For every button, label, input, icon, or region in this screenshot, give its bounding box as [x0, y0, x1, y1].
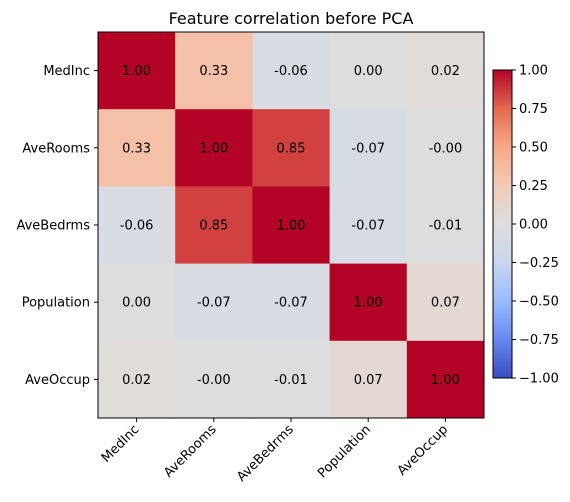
cell-value-label: -0.00 [197, 373, 231, 388]
heatmap-cell [175, 340, 253, 419]
heatmap-cell [406, 186, 485, 265]
cell-value-label: 0.07 [431, 296, 460, 311]
cell-value-label: -0.07 [197, 296, 231, 311]
cell-value-label: 0.00 [354, 64, 383, 79]
y-tick-label: AveOccup [25, 373, 90, 388]
cell-value-label: 1.00 [122, 64, 151, 79]
heatmap-cell [175, 109, 253, 187]
heatmap-cell [252, 340, 331, 419]
cell-value-label: -0.01 [429, 219, 463, 234]
cell-value-label: -0.01 [274, 373, 308, 388]
cell-value-label: 0.85 [277, 141, 306, 156]
heatmap-cell-labels: 1.00 0.33 -0.06 0.00 0.02 0.33 1.00 0.85 -0.07 -0… [120, 64, 462, 388]
colorbar-tick-label: 0.50 [519, 141, 548, 156]
heatmap-cell [252, 109, 331, 187]
heatmap-cell [406, 340, 485, 419]
heatmap-cell [329, 340, 408, 419]
heatmap-cell [329, 186, 408, 265]
cell-value-label: -0.06 [120, 219, 154, 234]
heatmap-cell [252, 263, 331, 342]
cell-value-label: 1.00 [354, 296, 383, 311]
heatmap-cell [252, 32, 331, 110]
colorbar-tick-label: 0.00 [519, 218, 548, 233]
heatmap-cell [98, 263, 176, 342]
cell-value-label: 1.00 [277, 219, 306, 234]
colorbar-tick-label: −0.50 [519, 295, 559, 310]
colorbar-gradient [493, 70, 512, 378]
heatmap-cell [175, 263, 253, 342]
chart-title: Feature correlation before PCA [169, 9, 414, 28]
cell-value-label: 0.07 [354, 373, 383, 388]
cell-value-label: -0.00 [429, 141, 463, 156]
heatmap-cell [98, 32, 176, 110]
colorbar-tick-label: 1.00 [519, 64, 548, 79]
colorbar-tick-label: −0.75 [519, 333, 559, 348]
heatmap-cell [406, 109, 485, 187]
cell-value-label: 1.00 [431, 373, 460, 388]
colorbar: 1.00 0.75 0.50 0.25 0.00 −0.25 −0.50 −0.75 −1.00 [492, 64, 559, 387]
x-axis-ticks: MedInc AveRooms AveBedrms Population AveOccu… [99, 418, 451, 485]
cell-value-label: 0.33 [199, 64, 228, 79]
heatmap-cell [406, 32, 485, 110]
y-axis-ticks: MedInc AveRooms AveBedrms Population AveOccu… [16, 64, 98, 388]
cell-value-label: 1.00 [199, 141, 228, 156]
heatmap-cell [175, 186, 253, 265]
colorbar-tick-label: 0.25 [519, 179, 548, 194]
cell-value-label: -0.07 [274, 296, 308, 311]
y-tick-label: Population [22, 296, 90, 311]
heatmap-cell [98, 109, 176, 187]
heatmap-cell [252, 186, 331, 265]
heatmap-cell [329, 32, 408, 110]
colorbar-tick-label: −1.00 [519, 372, 559, 387]
heatmap-cells [98, 32, 485, 419]
cell-value-label: -0.07 [351, 141, 385, 156]
y-tick-label: AveBedrms [16, 219, 90, 234]
colorbar-tick-label: 0.75 [519, 102, 548, 117]
heatmap-cell [329, 109, 408, 187]
heatmap-cell [329, 263, 408, 342]
x-tick-label: AveRooms [161, 422, 220, 481]
cell-value-label: 0.00 [122, 296, 151, 311]
colorbar-tick-label: −0.25 [519, 256, 559, 271]
heatmap-cell [175, 32, 253, 110]
cell-value-label: -0.07 [351, 219, 385, 234]
x-tick-label: AveBedrms [234, 422, 297, 485]
cell-value-label: -0.06 [274, 64, 308, 79]
heatmap-cell [98, 340, 176, 419]
heatmap-cell [98, 186, 176, 265]
cell-value-label: 0.02 [122, 373, 151, 388]
x-tick-label: MedInc [99, 422, 143, 466]
y-tick-label: AveRooms [22, 141, 90, 156]
cell-value-label: 0.85 [199, 219, 228, 234]
cell-value-label: 0.33 [122, 141, 151, 156]
cell-value-label: 0.02 [431, 64, 460, 79]
heatmap-cell [406, 263, 485, 342]
y-tick-label: MedInc [43, 64, 90, 79]
x-tick-label: Population [315, 422, 374, 481]
x-tick-label: AveOccup [395, 422, 451, 478]
